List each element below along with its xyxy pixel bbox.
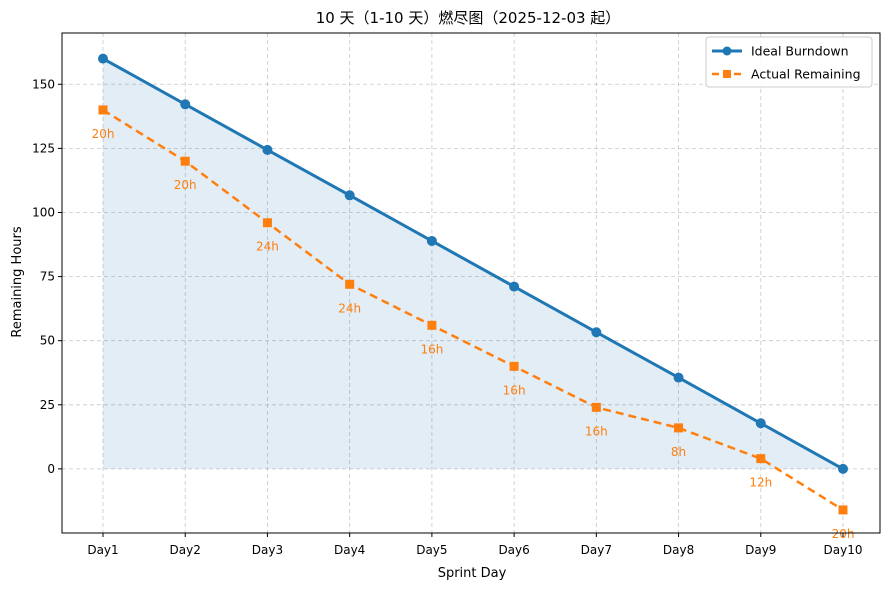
ideal-point [426,235,437,246]
legend-box [705,36,873,88]
x-tick-label: Day6 [498,543,529,557]
actual-point [591,402,601,412]
actual-point [427,320,437,330]
ideal-point [98,53,108,64]
x-tick-label: Day2 [170,543,201,557]
actual-data-label: 16h [503,383,526,397]
ideal-point [591,327,602,338]
y-tick-label: 50 [40,334,55,348]
series [98,53,848,515]
x-tick-label: Day7 [581,543,612,557]
actual-point [180,156,190,166]
ideal-point [755,418,766,429]
actual-data-label: 16h [585,424,608,438]
y-axis-ticks: 0 25 50 75 100 125 150 [32,77,62,476]
actual-point [262,218,272,228]
actual-point [674,423,684,433]
x-tick-label: Day9 [745,543,776,557]
actual-point [509,361,519,371]
actual-point [838,505,848,515]
ideal-burndown-line [102,57,844,471]
actual-data-label: 20h [92,127,115,141]
legend: Ideal Burndown Actual Remaining [705,36,873,88]
actual-data-label: 12h [749,476,772,490]
actual-data-label: 16h [420,342,443,356]
y-tick-label: 125 [32,141,55,155]
x-tick-label: Day4 [334,543,365,557]
actual-point [98,105,108,115]
ideal-point [838,463,848,474]
ideal-point [673,372,684,383]
x-axis-ticks: Day1 Day2 Day3 Day4 Day5 Day6 Day7 Day8 Day9 Day1… [87,533,862,557]
y-axis-label: Remaining Hours [10,226,25,337]
ideal-point [262,144,273,155]
y-tick-label: 150 [32,77,55,91]
plot-frame [61,32,881,534]
x-tick-label: Day3 [252,543,283,557]
x-tick-label: Day10 [824,543,863,557]
actual-data-label: 24h [256,240,279,254]
x-tick-label: Day5 [416,543,447,557]
legend-ideal-marker [722,46,732,56]
y-tick-label: 0 [47,462,55,476]
ideal-point [509,281,520,292]
actual-point [756,454,766,464]
chart-title: 10 天（1-10 天）燃尽图（2025-12-03 起） [316,9,621,27]
actual-remaining-line [102,108,844,511]
x-tick-label: Day1 [87,543,118,557]
legend-actual-label: Actual Remaining [751,67,861,82]
legend-ideal-label: Ideal Burndown [751,44,849,59]
actual-data-label: 20h [174,178,197,192]
x-tick-label: Day8 [663,543,694,557]
legend-actual-marker [723,70,731,78]
ideal-point [344,190,355,201]
y-tick-label: 25 [40,398,55,412]
actual-point [345,279,355,289]
ideal-point [180,99,191,110]
x-axis-label: Sprint Day [438,566,507,581]
actual-data-label: 24h [338,301,361,315]
y-tick-label: 100 [32,205,55,219]
y-tick-label: 75 [40,270,55,284]
actual-data-label: 8h [671,445,686,459]
